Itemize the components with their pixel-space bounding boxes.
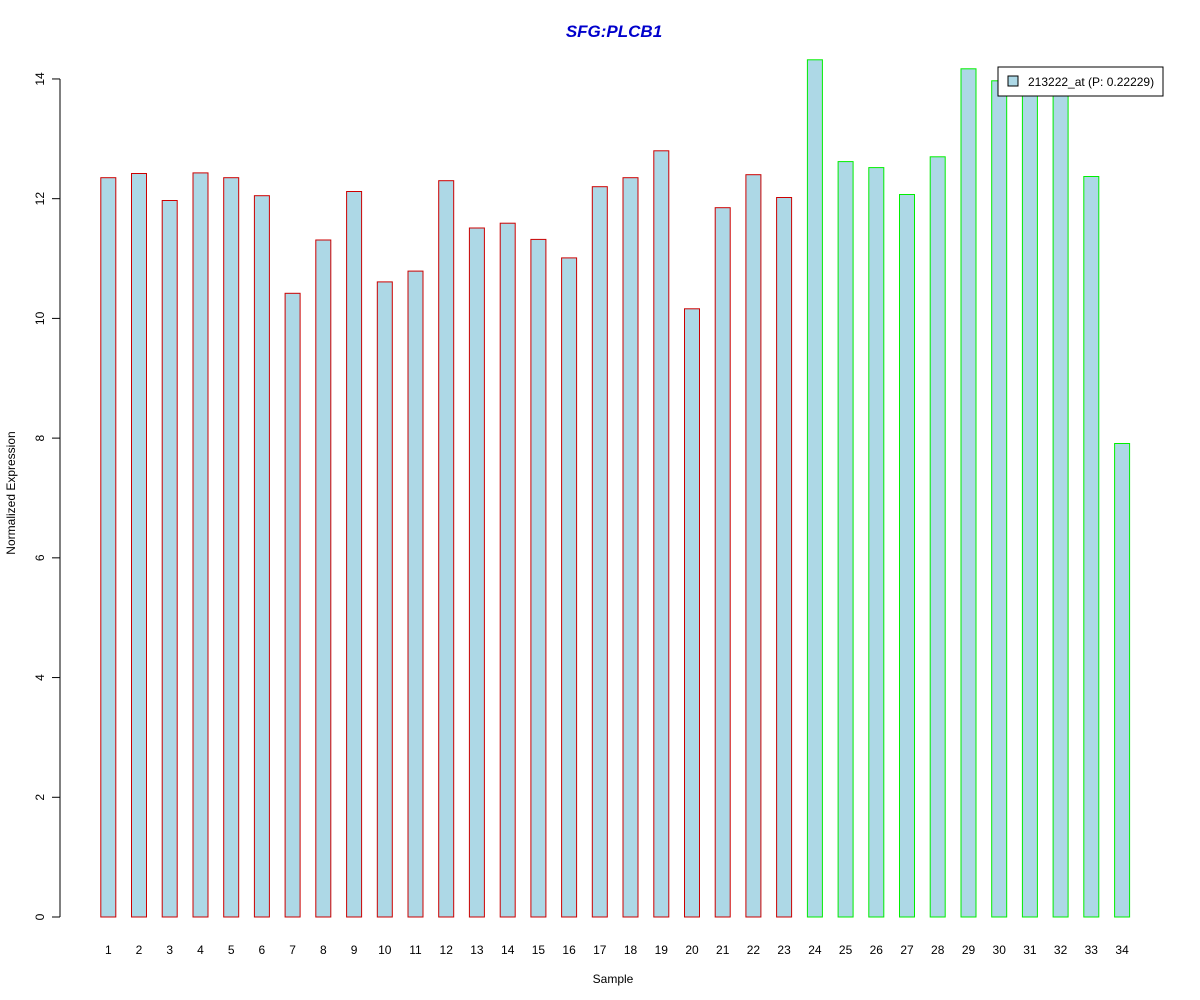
bar-sample-2 [131, 173, 147, 918]
chart-title: SFG:PLCB1 [566, 22, 662, 41]
bar-sample-9 [346, 191, 363, 918]
x-tick-label: 15 [532, 943, 546, 957]
x-tick-label: 7 [289, 943, 296, 957]
bar-sample-14 [499, 222, 516, 918]
legend: 213222_at (P: 0.22229) [997, 66, 1164, 97]
x-tick-label: 19 [655, 943, 669, 957]
bar-sample-33 [1083, 176, 1100, 918]
y-tick-label: 4 [33, 674, 47, 681]
x-tick-label: 5 [228, 943, 235, 957]
y-tick-label: 6 [33, 554, 47, 561]
x-tick-label: 25 [839, 943, 853, 957]
x-tick-label: 27 [900, 943, 914, 957]
bar-sample-24 [806, 59, 823, 918]
x-tick-label: 11 [409, 943, 422, 957]
y-tick-label: 8 [33, 434, 47, 441]
x-tick-label: 22 [747, 943, 761, 957]
x-tick-label: 9 [351, 943, 358, 957]
x-tick-label: 18 [624, 943, 638, 957]
bar-sample-10 [376, 281, 393, 918]
bar-sample-5 [223, 177, 240, 918]
bar-sample-1 [100, 177, 117, 918]
x-tick-label: 30 [993, 943, 1007, 957]
legend-swatch [1007, 75, 1019, 87]
bar-sample-26 [868, 167, 885, 918]
bar-sample-17 [591, 186, 608, 918]
x-tick-label: 12 [440, 943, 454, 957]
x-tick-label: 33 [1085, 943, 1099, 957]
y-tick-label: 12 [33, 192, 47, 206]
bar-sample-12 [438, 180, 455, 918]
x-tick-label: 24 [808, 943, 822, 957]
x-tick-label: 16 [562, 943, 576, 957]
bars-group [100, 59, 1131, 918]
x-tick-label: 28 [931, 943, 945, 957]
x-axis-label: Sample [593, 972, 634, 986]
x-tick-label: 34 [1115, 943, 1129, 957]
bar-sample-4 [192, 172, 209, 918]
x-tick-label: 32 [1054, 943, 1068, 957]
legend-box [997, 66, 1164, 97]
bar-sample-18 [622, 177, 639, 918]
x-tick-label: 1 [105, 943, 112, 957]
y-tick-label: 0 [33, 913, 47, 920]
bar-sample-21 [714, 207, 731, 918]
x-tick-label: 4 [197, 943, 204, 957]
bar-sample-23 [776, 197, 793, 918]
bar-sample-22 [745, 174, 762, 918]
bar-sample-30 [991, 80, 1008, 918]
x-tick-label: 31 [1023, 943, 1037, 957]
x-tick-labels: 1 2 3 4 5 6 7 8 9 10 11 12 13 14 15 16 17 18 19 20 21 22 23 24 2… [105, 943, 1129, 957]
bar-sample-15 [530, 238, 547, 918]
bar-sample-34 [1114, 443, 1131, 918]
bar-sample-31 [1021, 87, 1038, 918]
bar-sample-6 [253, 195, 270, 918]
bar-sample-25 [837, 161, 854, 918]
bar-sample-7 [284, 292, 301, 918]
x-tick-label: 20 [685, 943, 699, 957]
bar-sample-19 [653, 150, 670, 918]
bar-sample-11 [407, 270, 424, 918]
bar-sample-20 [684, 308, 700, 918]
bar-sample-27 [899, 194, 915, 918]
x-tick-label: 8 [320, 943, 327, 957]
x-tick-label: 13 [470, 943, 484, 957]
y-axis-label: Normalized Expression [4, 431, 18, 554]
bar-sample-16 [561, 257, 578, 918]
bar-sample-32 [1052, 87, 1069, 918]
bar-sample-3 [161, 200, 178, 918]
y-axis: 0 2 4 6 8 10 12 14 [33, 72, 61, 920]
x-tick-label: 2 [136, 943, 143, 957]
x-tick-label: 17 [593, 943, 607, 957]
x-tick-label: 3 [166, 943, 173, 957]
x-tick-label: 14 [501, 943, 515, 957]
x-tick-label: 26 [870, 943, 884, 957]
x-tick-label: 10 [378, 943, 392, 957]
bar-sample-28 [929, 156, 946, 918]
y-tick-label: 14 [33, 72, 47, 86]
x-tick-label: 23 [777, 943, 791, 957]
bar-sample-13 [468, 227, 485, 918]
y-tick-label: 2 [33, 794, 47, 801]
y-tick-label: 10 [33, 311, 47, 325]
x-tick-label: 6 [259, 943, 266, 957]
bar-sample-29 [960, 68, 977, 918]
x-tick-label: 21 [716, 943, 730, 957]
legend-label: 213222_at (P: 0.22229) [1028, 75, 1154, 89]
x-tick-label: 29 [962, 943, 976, 957]
bar-sample-8 [315, 239, 332, 918]
